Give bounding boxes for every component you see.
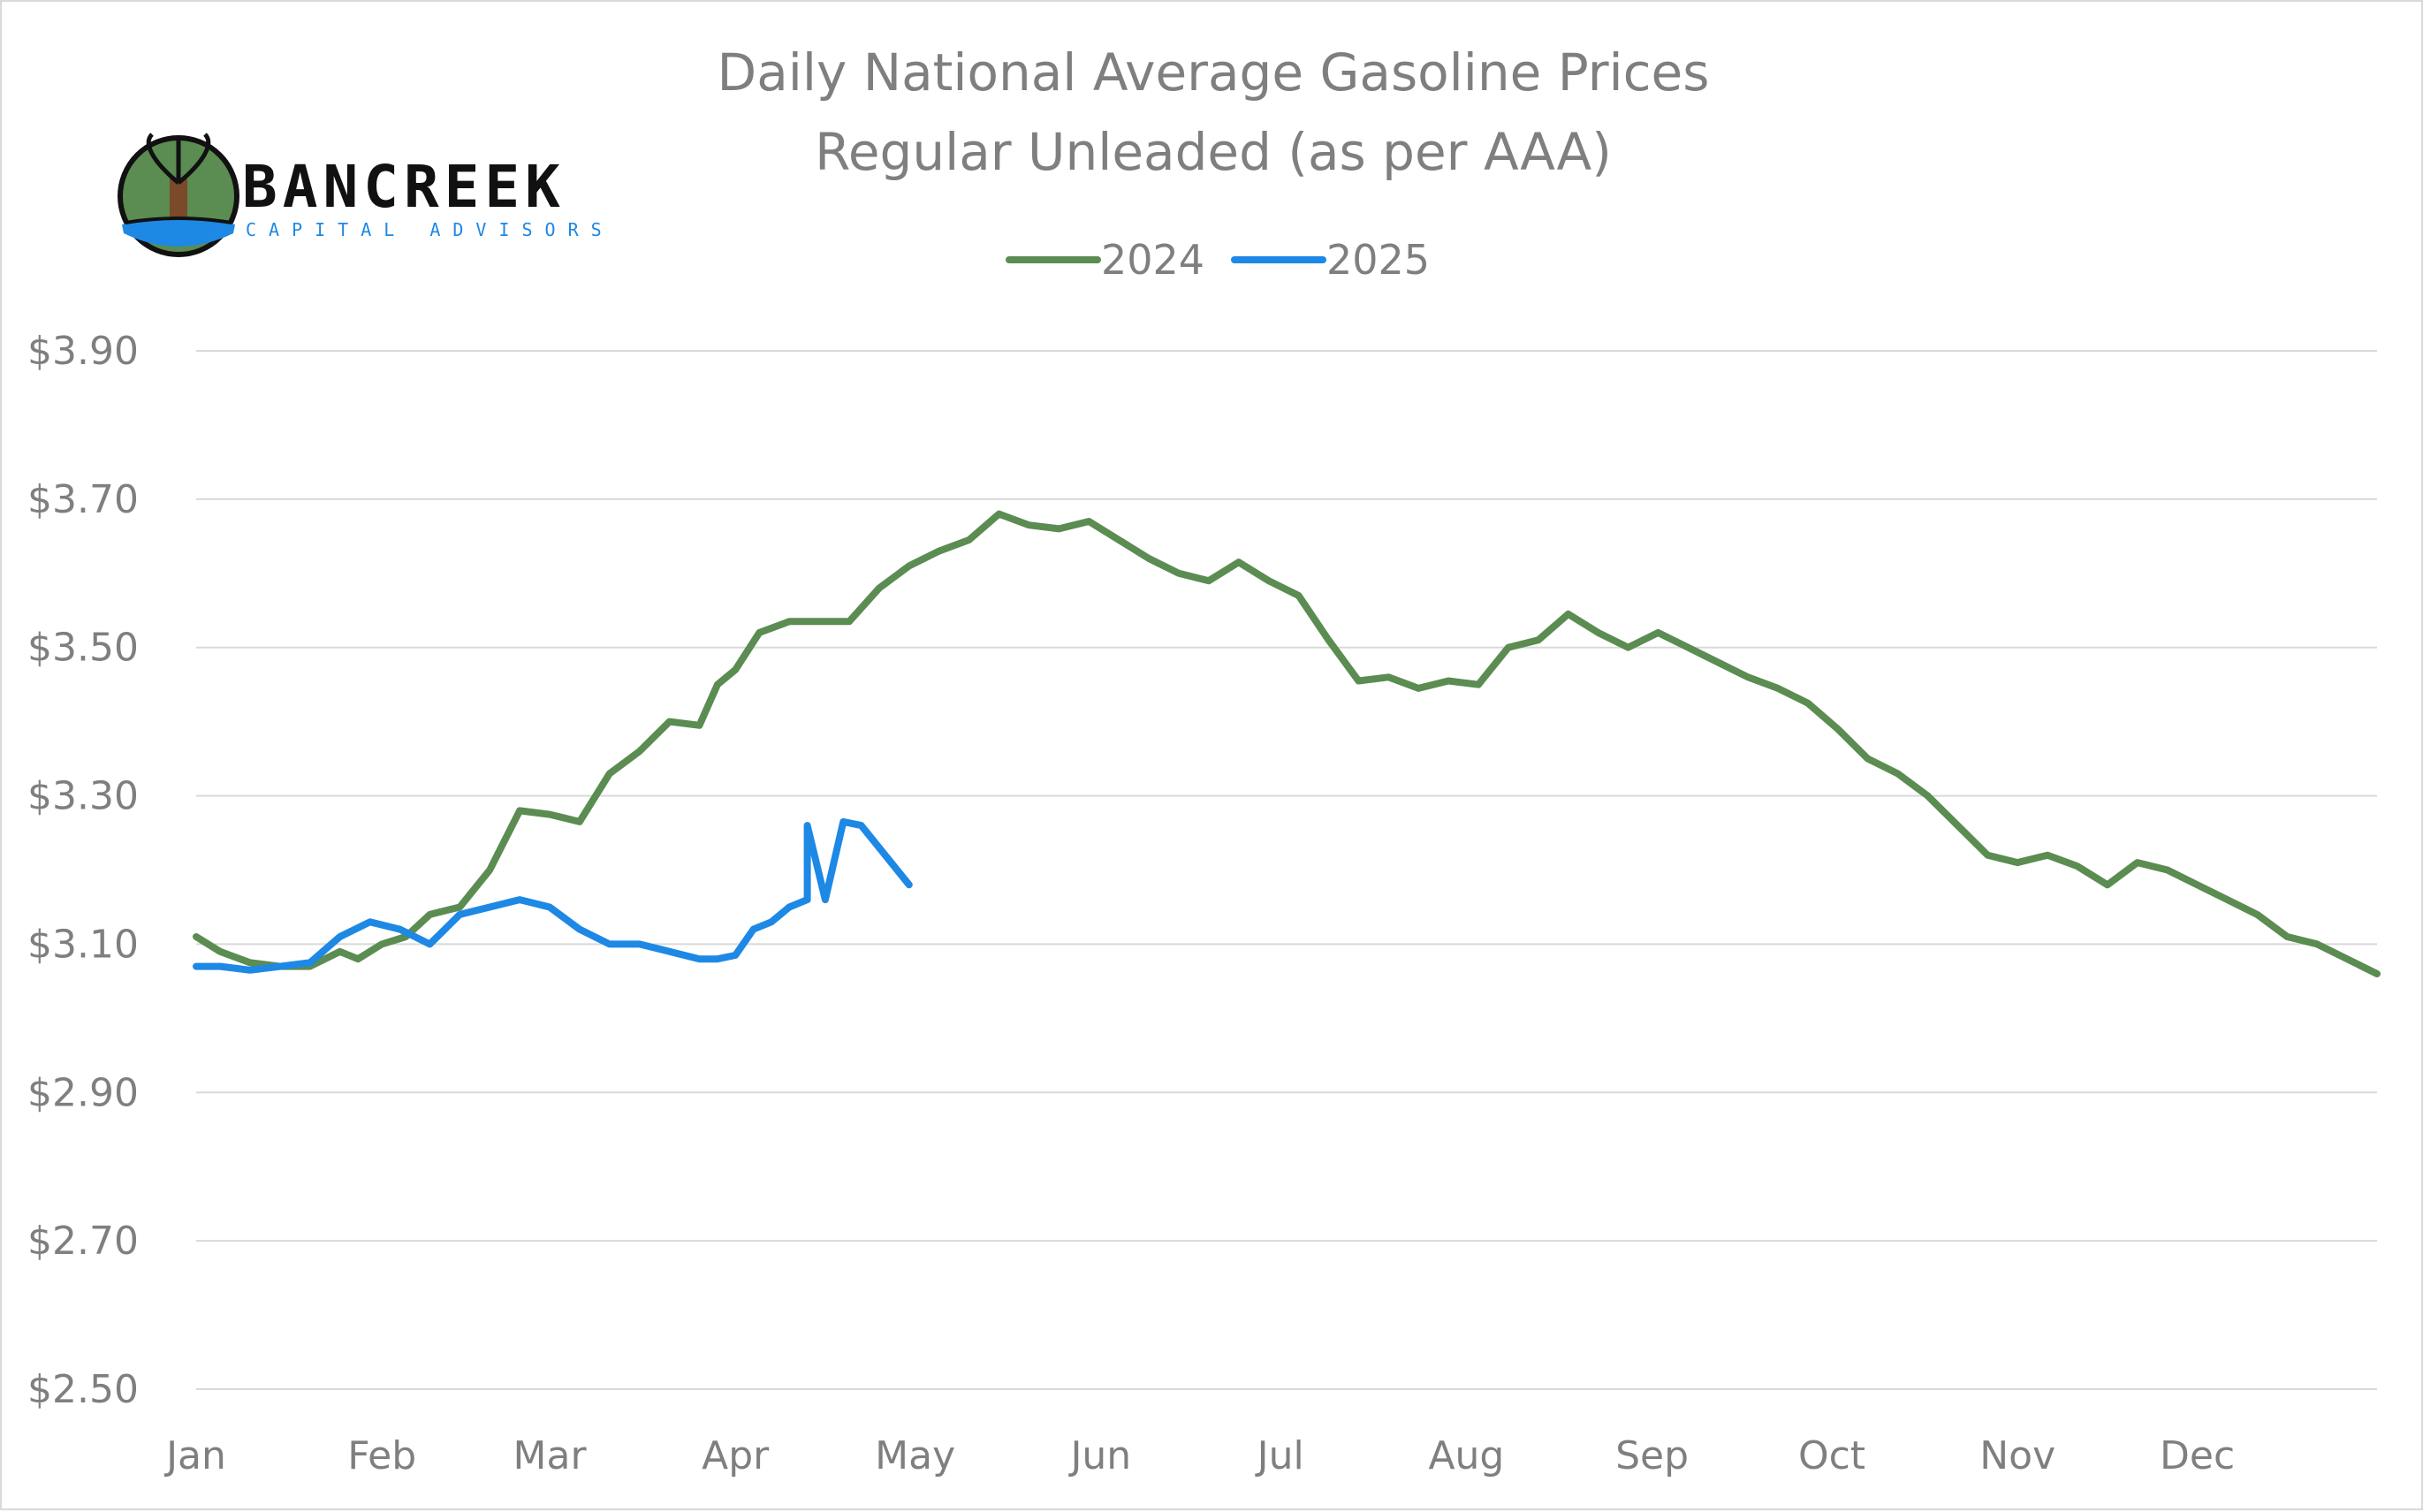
logo-trunk-shape [170,179,187,223]
legend-label: 2025 [1326,236,1430,284]
x-tick-label: Apr [702,1433,770,1478]
brand-name: BANCREEK [242,153,566,221]
y-tick-label: $2.90 [27,1070,139,1115]
series-line-2025 [193,817,913,974]
y-tick-label: $3.30 [27,774,139,819]
x-tick-label: Nov [1979,1433,2055,1478]
y-tick-label: $3.50 [27,626,139,671]
series-lines [193,510,2381,977]
y-tick-label: $2.50 [27,1367,139,1412]
y-axis-ticks: $3.90 $3.70 $3.50 $3.30 $3.10 $2.90 $2.70 $2.50 [27,329,139,1412]
bancreek-logo: BANCREEK CAPITAL ADVISORS [118,133,614,257]
x-tick-label: Sep [1615,1433,1689,1478]
y-tick-label: $3.70 [27,477,139,522]
x-tick-label: May [875,1433,955,1478]
logo-branches-shape [146,133,211,185]
x-tick-label: Jul [1255,1433,1304,1478]
chart-title: Daily National Average Gasoline Prices [718,42,1710,103]
x-axis-ticks: Jan Feb Mar Apr May Jun Jul Aug Sep Oct Nov Dec [163,1433,2235,1478]
grid [196,350,2377,1390]
x-tick-label: Oct [1798,1433,1865,1478]
x-tick-label: Feb [347,1433,416,1478]
x-tick-label: Jun [1067,1433,1131,1478]
x-tick-label: Aug [1428,1433,1504,1478]
x-tick-label: Jan [163,1433,226,1478]
x-tick-label: Dec [2160,1433,2235,1478]
y-tick-label: $3.10 [27,922,139,967]
series-line-2024 [193,510,2381,977]
chart-legend: 2024 2025 [1006,236,1430,284]
logo-water-shape [122,218,235,247]
legend-label: 2024 [1101,236,1204,284]
y-tick-label: $3.90 [27,329,139,374]
chart-subtitle: Regular Unleaded (as per AAA) [815,122,1612,182]
x-tick-label: Mar [513,1433,588,1478]
y-tick-label: $2.70 [27,1219,139,1264]
brand-subtitle: CAPITAL ADVISORS [246,219,614,240]
